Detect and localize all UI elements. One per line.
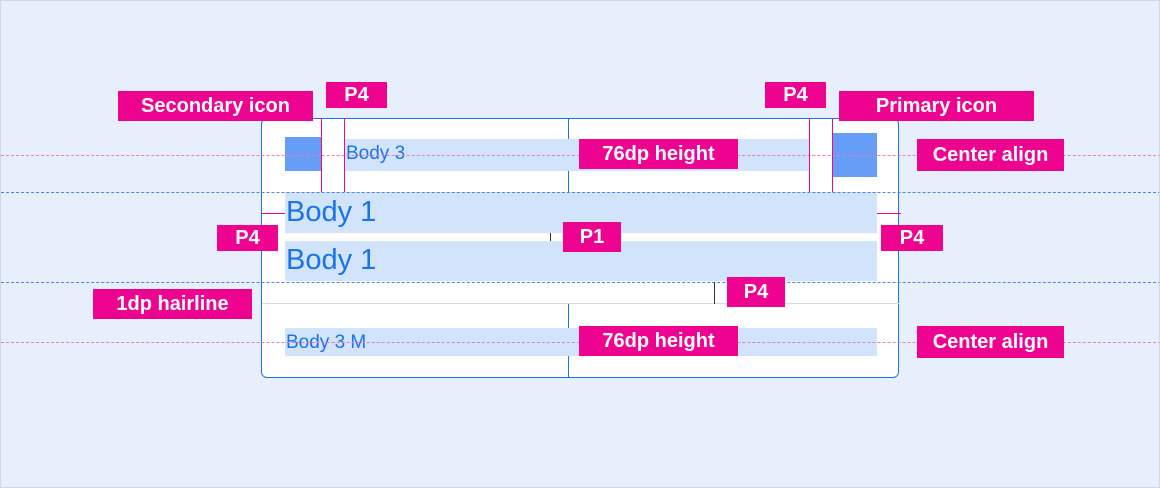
keyline [1,192,1159,193]
label-p4: P4 [217,225,278,251]
label-p4: P4 [326,82,387,108]
label-primary-icon: Primary icon [839,91,1034,121]
spacing-marker [261,213,285,214]
spacing-marker [809,118,810,192]
spacing-marker [321,118,322,192]
body3m-text: Body 3 M [286,332,367,353]
label-p4: P4 [765,82,826,108]
spacing-marker [344,118,345,192]
label-p1: P1 [563,222,621,252]
body3-text: Body 3 [346,143,406,164]
spacing-marker [877,213,901,214]
body1-text: Body 1 [286,196,377,228]
body1-text: Body 1 [286,244,377,276]
spacing-marker [550,233,551,241]
hairline-divider [262,303,899,304]
label-hairline: 1dp hairline [93,289,252,319]
label-p4: P4 [727,277,785,307]
spacing-marker [832,118,833,192]
spacing-marker [714,282,715,304]
label-p4: P4 [881,225,943,251]
label-center-align: Center align [917,326,1064,358]
secondary-icon [285,137,321,171]
keyline [1,282,1159,283]
label-76dp-height: 76dp height [579,139,738,169]
label-center-align: Center align [917,139,1064,171]
label-secondary-icon: Secondary icon [118,91,313,121]
label-76dp-height: 76dp height [579,326,738,356]
